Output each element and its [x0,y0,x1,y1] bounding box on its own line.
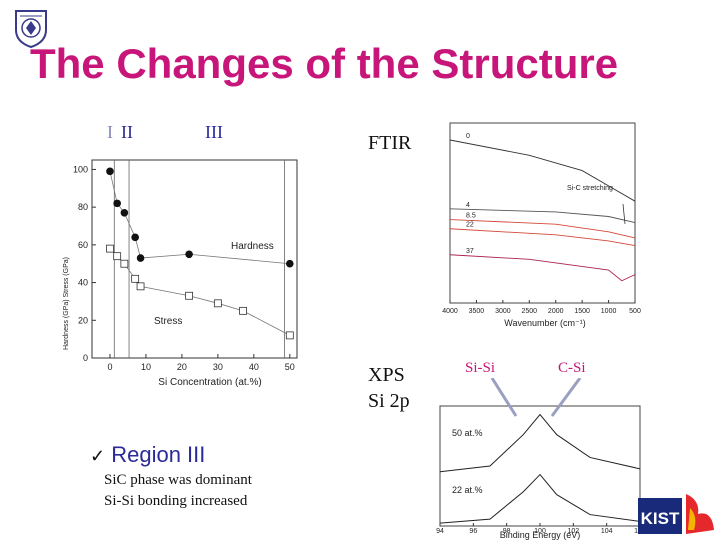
xps-frame [439,405,641,527]
stress-point [239,306,247,315]
xps-series-label-22: 22 at.% [452,485,483,495]
ftir-series-label-4: 37 [466,248,474,255]
bullet-heading-text: Region III [111,442,206,467]
hardness-point [106,167,114,176]
hardness-point [286,259,294,268]
x-tick-label-5: 50 [285,362,295,372]
hardness-point [185,250,193,259]
ftir-x-tick-label-7: 500 [629,308,641,315]
hardness-point [136,254,145,262]
stress-point [120,259,129,268]
si-si-peak-label: Si-Si [465,360,496,376]
bullet-heading: ✓ Region III [90,442,205,468]
ftir-x-tick-label-4: 2000 [548,308,564,315]
region-label-ii: II [121,122,133,142]
c1-ylabel: Hardness (GPa) Stress (GPa) [63,257,70,350]
chart-frame [91,159,298,359]
x-tick-label-3: 30 [213,362,223,372]
arrow-si-si [490,378,518,417]
y-tick-label-0: 0 [83,353,88,363]
ftir-chart: 4000 3500 3000 2500 2000 1500 1000 500 0 4 8.5 22 3… [442,122,641,328]
ftir-series-label-0: 0 [466,133,470,140]
ftir-series-label-1: 4 [466,202,470,209]
xps-x-tick-label-0: 94 [436,528,444,535]
stress-point [131,274,140,283]
stress-series-label: Stress [154,316,182,327]
stress-point [113,252,122,261]
y-tick-label-5: 100 [73,164,88,174]
ftir-frame [449,122,636,304]
y-tick-label-4: 80 [78,202,88,212]
xps-spectrum-0 [439,413,641,473]
xps-x-tick-label-1: 96 [469,528,477,535]
x-tick-label-1: 10 [141,362,151,372]
ftir-spectrum-3 [449,228,636,247]
bullet-line-1: SiC phase was dominant [104,472,252,488]
checkmark-icon: ✓ [90,446,106,466]
c-si-peak-label: C-Si [558,360,586,376]
x-tick-label-4: 40 [249,362,259,372]
ftir-spectrum-0 [449,139,636,202]
hardness-point [120,209,129,217]
ftir-series-label-3: 22 [466,222,474,229]
kist-logo-text: KIST [641,509,680,528]
xps-x-tick-label-3: 100 [534,528,546,535]
y-tick-label-1: 20 [78,315,88,325]
stress-point [136,282,145,291]
ftir-x-tick-label-2: 3000 [495,308,511,315]
xps-chart: 949698100102104106 50 at.% 22 at.% Bindi… [436,378,645,540]
y-tick-label-3: 60 [78,240,88,250]
hardness-point [113,199,121,208]
x-tick-label-2: 20 [177,362,187,372]
ftir-spectrum-1 [449,208,636,224]
xps-label: XPS [368,364,405,386]
ftir-x-tick-label-3: 2500 [521,308,537,315]
x-tick-label-0: 0 [107,362,112,372]
ftir-series-label-2: 8.5 [466,213,476,220]
region-label-iii: III [205,122,223,142]
university-seal-logo [14,8,48,49]
stress-point [213,299,222,308]
bullet-line-2: Si-Si bonding increased [104,493,248,509]
arrow-c-si [550,378,582,417]
y-tick-label-2: 40 [78,278,88,288]
ftir-spectrum-2 [449,219,636,239]
stress-point [106,244,114,253]
ftir-spectrum-4 [449,254,636,282]
xps-x-tick-label-2: 98 [503,528,511,535]
ftir-xlabel: Wavenumber (cm⁻¹) [504,318,585,328]
ftir-annotation: Si-C stretching [567,185,613,192]
hardness-stress-chart: 0 20 40 60 80 100 0 10 20 30 40 50 Hardness Stress… [63,159,298,388]
c1-xlabel: Si Concentration (at.%) [158,377,261,388]
xps-sub-label: Si 2p [368,390,410,412]
ftir-label: FTIR [368,132,412,154]
ftir-x-tick-label-6: 1000 [601,308,617,315]
region-label-i: I [107,122,113,142]
xps-xlabel: Binding Energy (eV) [500,530,581,540]
stress-point [285,331,294,340]
series-line-1 [109,248,290,336]
xps-spectrum-1 [439,473,641,524]
ftir-x-tick-label-1: 3500 [469,308,485,315]
stress-point [185,291,194,300]
kist-logo: KIST [638,490,718,538]
hardness-series-label: Hardness [231,241,274,252]
hardness-point [131,233,139,242]
slide-title: The Changes of the Structure [30,40,619,87]
xps-x-tick-label-4: 102 [567,528,579,535]
xps-series-label-50: 50 at.% [452,428,483,438]
ftir-x-tick-label-0: 4000 [442,308,458,315]
xps-x-tick-label-5: 104 [601,528,613,535]
ftir-x-tick-label-5: 1500 [574,308,590,315]
ftir-annotation-arrow [622,203,626,225]
